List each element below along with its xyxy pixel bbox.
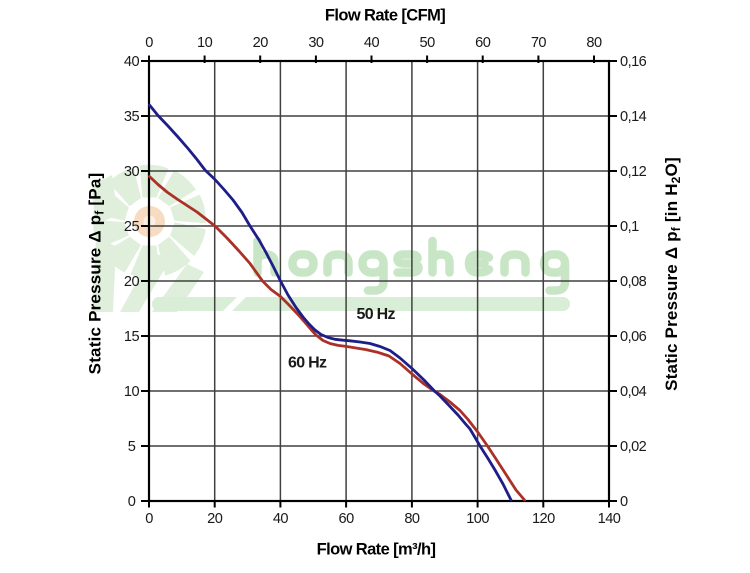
svg-text:0: 0 [620, 494, 628, 510]
svg-text:20: 20 [124, 274, 140, 290]
svg-text:40: 40 [364, 35, 380, 51]
svg-text:0,04: 0,04 [620, 384, 647, 400]
svg-text:60 Hz: 60 Hz [288, 355, 327, 372]
svg-text:0,02: 0,02 [620, 439, 647, 455]
svg-text:0: 0 [145, 35, 153, 51]
svg-text:50 Hz: 50 Hz [357, 306, 396, 323]
svg-text:0,08: 0,08 [620, 274, 647, 290]
svg-text:5: 5 [128, 439, 136, 455]
svg-text:60: 60 [475, 35, 491, 51]
svg-text:0,16: 0,16 [620, 54, 647, 70]
svg-text:80: 80 [404, 511, 420, 527]
svg-text:Static Pressure Δ pf [Pa]: Static Pressure Δ pf [Pa] [86, 173, 107, 375]
svg-text:0,14: 0,14 [620, 109, 647, 125]
svg-text:20: 20 [253, 35, 269, 51]
svg-text:120: 120 [532, 511, 555, 527]
svg-text:70: 70 [531, 35, 547, 51]
svg-text:10: 10 [124, 384, 140, 400]
svg-text:100: 100 [466, 511, 489, 527]
svg-text:15: 15 [124, 329, 140, 345]
svg-text:60: 60 [339, 511, 355, 527]
svg-text:80: 80 [586, 35, 602, 51]
svg-text:35: 35 [124, 109, 140, 125]
svg-text:40: 40 [273, 511, 289, 527]
svg-text:0: 0 [145, 511, 153, 527]
svg-text:Flow Rate [CFM]: Flow Rate [CFM] [325, 6, 445, 24]
svg-text:0,12: 0,12 [620, 164, 647, 180]
svg-text:140: 140 [598, 511, 621, 527]
svg-text:25: 25 [124, 219, 140, 235]
svg-text:10: 10 [197, 35, 213, 51]
svg-text:50: 50 [420, 35, 436, 51]
svg-text:30: 30 [308, 35, 324, 51]
svg-text:0: 0 [128, 494, 136, 510]
svg-text:40: 40 [124, 54, 140, 70]
svg-text:30: 30 [124, 164, 140, 180]
svg-text:0,06: 0,06 [620, 329, 647, 345]
svg-text:Static Pressure Δ pf [in H2O]: Static Pressure Δ pf [in H2O] [662, 157, 683, 391]
svg-text:20: 20 [207, 511, 223, 527]
svg-text:Flow Rate [m³/h]: Flow Rate [m³/h] [317, 540, 436, 558]
svg-text:0,1: 0,1 [620, 219, 639, 235]
